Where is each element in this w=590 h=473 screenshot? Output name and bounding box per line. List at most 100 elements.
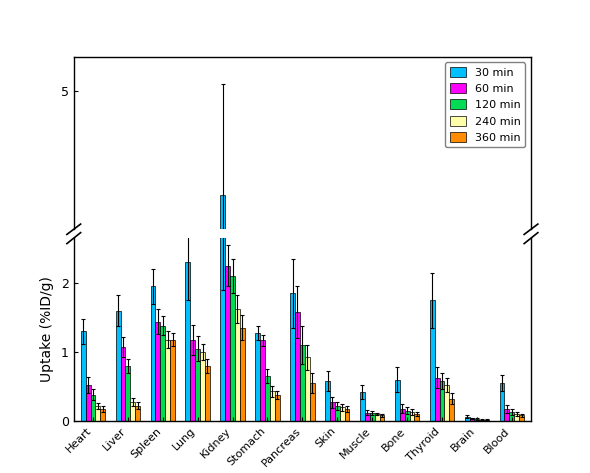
Bar xyxy=(165,340,170,421)
Bar xyxy=(500,398,504,436)
Bar xyxy=(126,381,130,436)
Bar xyxy=(265,391,270,436)
Bar xyxy=(519,431,524,436)
Bar xyxy=(305,373,310,436)
Bar xyxy=(135,421,140,436)
Bar xyxy=(116,311,120,421)
Bar xyxy=(479,435,484,436)
Bar xyxy=(470,433,474,436)
Bar xyxy=(220,179,225,421)
Bar xyxy=(86,400,90,436)
Bar xyxy=(90,395,96,421)
Bar xyxy=(395,379,400,421)
Bar xyxy=(120,347,126,421)
Bar xyxy=(260,340,265,421)
Bar xyxy=(205,381,210,436)
Bar xyxy=(345,424,349,436)
Bar xyxy=(330,418,335,436)
Bar xyxy=(270,407,275,436)
Bar xyxy=(435,377,440,421)
Bar xyxy=(310,398,314,436)
Bar xyxy=(430,300,435,421)
Bar xyxy=(165,355,170,436)
Bar xyxy=(365,412,370,421)
Bar xyxy=(295,312,300,421)
Bar xyxy=(135,406,140,421)
Bar xyxy=(340,407,345,421)
Bar xyxy=(370,413,375,421)
Bar xyxy=(450,414,454,436)
Bar xyxy=(265,376,270,421)
Bar xyxy=(255,348,260,436)
Bar xyxy=(310,383,314,421)
Bar xyxy=(470,418,474,421)
Bar xyxy=(275,410,280,436)
Bar xyxy=(400,424,405,436)
Bar xyxy=(409,412,414,421)
Bar xyxy=(500,383,504,421)
Bar xyxy=(435,393,440,436)
Bar xyxy=(150,287,155,421)
Bar xyxy=(379,431,385,436)
Bar xyxy=(325,396,330,436)
Bar xyxy=(360,392,365,421)
Bar xyxy=(519,415,524,421)
Bar xyxy=(305,358,310,421)
Bar xyxy=(191,356,195,436)
Bar xyxy=(116,326,120,436)
Bar xyxy=(484,435,489,436)
Bar xyxy=(375,414,379,421)
Bar xyxy=(126,366,130,421)
Bar xyxy=(444,385,450,421)
Bar xyxy=(170,340,175,421)
Bar xyxy=(100,409,105,421)
Bar xyxy=(200,367,205,436)
Bar xyxy=(155,337,160,436)
Bar xyxy=(155,322,160,421)
Bar xyxy=(81,331,86,421)
Bar xyxy=(220,195,225,436)
Bar xyxy=(514,414,519,421)
Bar xyxy=(440,396,444,436)
Bar xyxy=(345,409,349,421)
Bar xyxy=(509,412,514,421)
Bar xyxy=(370,429,375,436)
Bar xyxy=(440,381,444,421)
Legend: 30 min, 60 min, 120 min, 240 min, 360 min: 30 min, 60 min, 120 min, 240 min, 360 mi… xyxy=(445,62,526,147)
Bar xyxy=(185,263,191,421)
Bar xyxy=(130,417,135,436)
Bar xyxy=(340,422,345,436)
Bar xyxy=(96,421,100,436)
Bar xyxy=(379,415,385,421)
Bar xyxy=(191,340,195,421)
Bar xyxy=(150,302,155,436)
Bar xyxy=(375,429,379,436)
Bar xyxy=(90,410,96,436)
Bar xyxy=(400,409,405,421)
Bar xyxy=(479,420,484,421)
Bar xyxy=(185,278,191,436)
Bar xyxy=(230,276,235,421)
Bar xyxy=(120,362,126,436)
Bar xyxy=(514,429,519,436)
Bar xyxy=(395,395,400,436)
Bar xyxy=(81,347,86,436)
Bar xyxy=(509,427,514,436)
Bar xyxy=(365,428,370,436)
Bar xyxy=(270,391,275,421)
Bar xyxy=(474,434,479,436)
Bar xyxy=(330,403,335,421)
Y-axis label: Uptake (%ID/g): Uptake (%ID/g) xyxy=(40,277,54,383)
Bar xyxy=(335,406,340,421)
Bar xyxy=(300,345,305,421)
Bar xyxy=(444,400,450,436)
Bar xyxy=(290,308,295,436)
Bar xyxy=(335,421,340,436)
Bar xyxy=(405,426,409,436)
Bar xyxy=(195,364,200,436)
Bar xyxy=(170,355,175,436)
Bar xyxy=(325,381,330,421)
Bar xyxy=(160,341,165,436)
Bar xyxy=(195,349,200,421)
Bar xyxy=(360,407,365,436)
